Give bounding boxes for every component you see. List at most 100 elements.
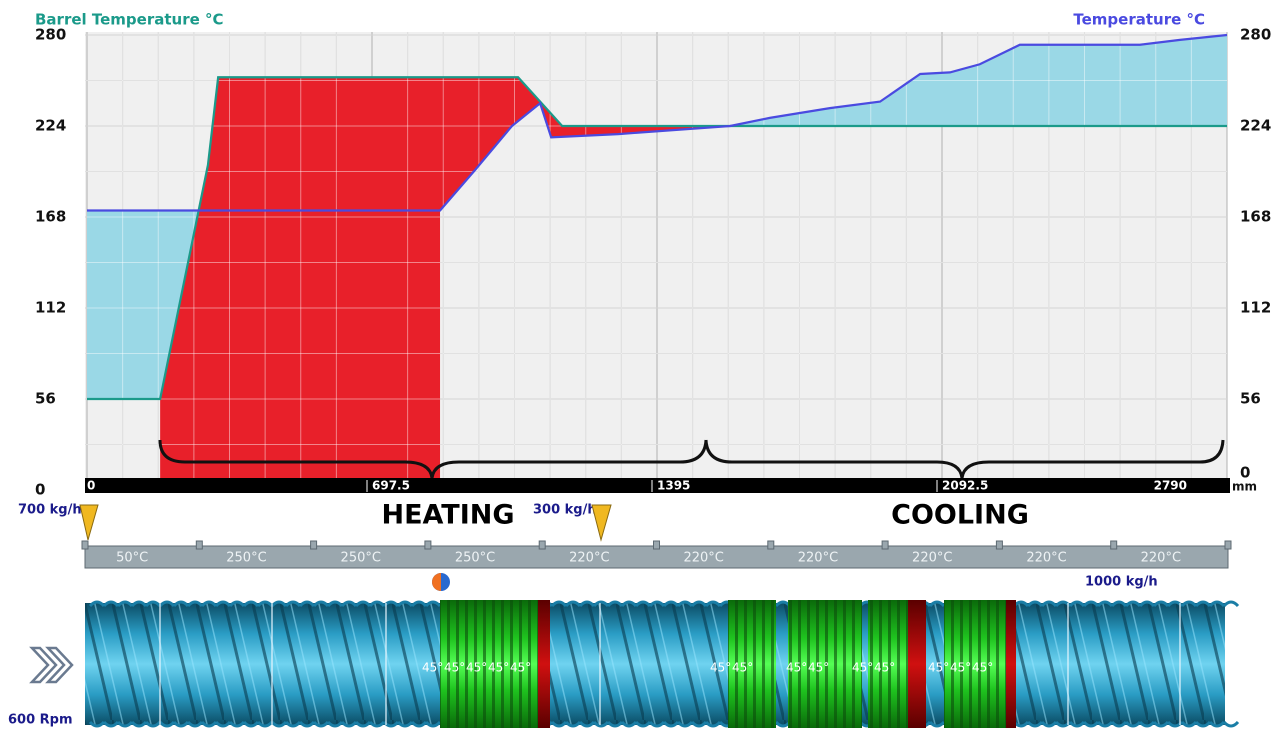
x-tick-label: 2790: [1154, 479, 1187, 493]
zone-tab: [767, 540, 775, 550]
flight-crest: [228, 600, 246, 728]
x-tick-label: 2092.5: [942, 479, 988, 493]
kneading-angle: 45°: [466, 661, 487, 675]
x-axis-bar: [85, 478, 1230, 493]
y-tick-label: 0: [35, 481, 45, 499]
feed-rate: 700 kg/h: [18, 503, 82, 518]
screw: 45° 45° 45° 45° 45° 45° 45° 45° 45° 45° 45° 45° 45° 4…: [85, 600, 1240, 728]
flight-crest: [214, 600, 232, 728]
flight-crest: [284, 600, 302, 728]
flight-crest: [1096, 600, 1114, 728]
y2-tick-label: 280: [1240, 26, 1271, 44]
zone-temperature: 220°C: [683, 551, 723, 566]
zone-tab: [995, 540, 1003, 550]
zone-tab: [881, 540, 889, 550]
kneading-angle: 45°: [786, 661, 807, 675]
flight-crest: [326, 600, 344, 728]
flight-crest: [676, 600, 694, 728]
zone-temperature: 250°C: [341, 551, 381, 566]
flight-crest: [410, 600, 428, 728]
screw-speed: 600 Rpm: [8, 713, 73, 728]
x-tick-label: 697.5: [372, 479, 410, 493]
flight-crest: [242, 600, 260, 728]
flight-crest: [592, 600, 610, 728]
barrel-zones: 50°C 250°C 250°C 250°C 220°C 220°C 220°C 220°C 2…: [81, 540, 1232, 569]
flight-crest: [200, 600, 218, 728]
flight-crest: [662, 600, 680, 728]
flight-crest: [578, 600, 596, 728]
flight-crest: [102, 600, 120, 728]
flight-crest: [270, 600, 288, 728]
flight-crest: [1208, 600, 1226, 728]
zone-tab: [1110, 540, 1118, 550]
flight-crest: [1222, 600, 1240, 728]
kneading-angle: 45°: [950, 661, 971, 675]
vent-icon-half: [432, 573, 441, 591]
y2-tick-label: 56: [1240, 390, 1261, 408]
flight-crest: [564, 600, 582, 728]
zone-temperature: 220°C: [798, 551, 838, 566]
kneading-disks: [868, 600, 910, 728]
flight-crest: [298, 600, 316, 728]
flight-crest: [1068, 600, 1086, 728]
flight-crest: [1180, 600, 1198, 728]
flight-crest: [312, 600, 330, 728]
flight-crest: [396, 600, 414, 728]
flight-crest: [354, 600, 372, 728]
zone-temperature: 220°C: [569, 551, 609, 566]
axes: 0 56 112 168 224 280 0 56 112 168 224 280 0 697.5 1395…: [35, 26, 1271, 499]
grid-overlay: [85, 32, 1227, 491]
y-tick-label: 224: [35, 117, 66, 135]
series-line: [87, 76, 1227, 401]
feed-marker[interactable]: [79, 504, 99, 541]
flight-crest: [1138, 600, 1156, 728]
flight-crest: [424, 600, 442, 728]
flight-crest: [928, 600, 946, 728]
x-axis-unit: mm: [1232, 480, 1257, 494]
flight-crest: [606, 600, 624, 728]
y2-tick-label: 0: [1240, 464, 1250, 482]
screw-flights: [85, 603, 1225, 725]
kneading-angle: 45°: [928, 661, 949, 675]
section-label: COOLING: [891, 500, 1029, 531]
x-tick-label: 0: [87, 479, 95, 493]
flight-crest: [186, 600, 204, 728]
flight-crest: [130, 600, 148, 728]
kneading-angle: 45°: [808, 661, 829, 675]
run-icon[interactable]: [29, 646, 74, 684]
kneading-angle: 45°: [444, 661, 465, 675]
flight-crest: [634, 600, 652, 728]
chevron: [45, 646, 74, 684]
kneading-angle: 45°: [972, 661, 993, 675]
zone-tab: [81, 540, 89, 550]
reverse-element: [538, 600, 550, 728]
zone-tab: [538, 540, 546, 550]
reverse-element: [908, 600, 926, 728]
feed-marker[interactable]: [591, 504, 612, 542]
zone-tab: [1224, 540, 1232, 550]
section-label: HEATING: [381, 500, 514, 531]
flight-crest: [172, 600, 190, 728]
kneading-angle: 45°: [710, 661, 731, 675]
zone-tab: [653, 540, 660, 550]
zone-temperature: 220°C: [1026, 551, 1066, 566]
reverse-element: [1006, 600, 1016, 728]
kneading-disks: [944, 600, 1006, 728]
flight-crest: [88, 600, 106, 728]
side-feed-rate: 1000 kg/h: [1085, 575, 1158, 590]
zone-temperature: 250°C: [226, 551, 266, 566]
zone-temperature: 220°C: [912, 551, 952, 566]
y2-tick-label: 224: [1240, 117, 1271, 135]
flight-crest: [1166, 600, 1184, 728]
kneading-angle: 45°: [852, 661, 873, 675]
y-tick-label: 56: [35, 390, 56, 408]
flight-crest: [620, 600, 638, 728]
x-tick-label: 1395: [657, 479, 690, 493]
series-line: [87, 33, 1228, 212]
flight-crest: [1054, 600, 1072, 728]
chevron: [29, 646, 58, 684]
flight-crest: [256, 600, 274, 728]
feed-rate: 300 kg/h: [533, 503, 597, 518]
kneading-angle: 45°: [874, 661, 895, 675]
